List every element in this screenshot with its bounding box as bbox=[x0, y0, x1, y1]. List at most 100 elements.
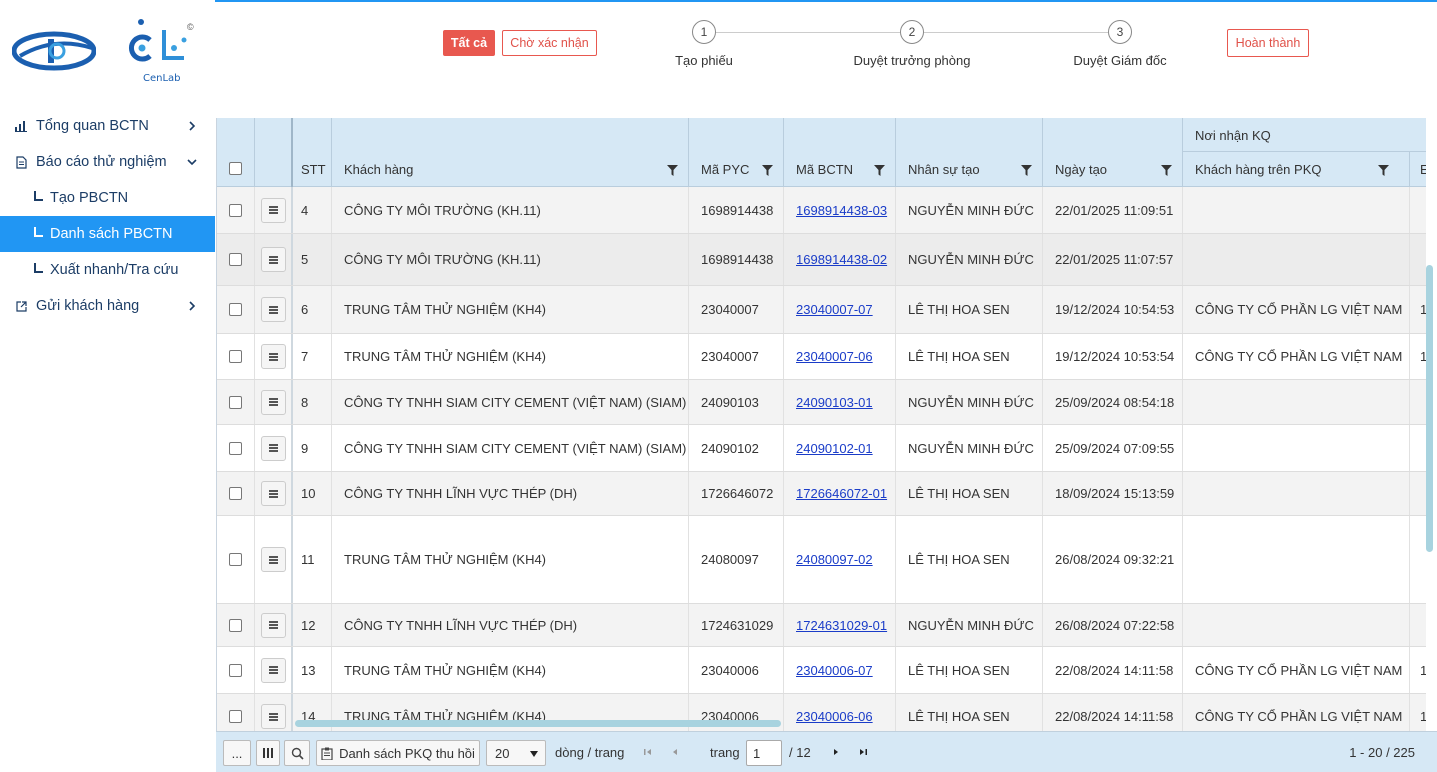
header-created-date[interactable]: Ngày tạo bbox=[1043, 118, 1183, 187]
report-code-link[interactable]: 23040007-06 bbox=[796, 349, 873, 364]
table-row[interactable]: 11 TRUNG TÂM THỬ NGHIỆM (KH4) 24080097 2408… bbox=[217, 516, 1426, 604]
cell-customer: TRUNG TÂM THỬ NGHIỆM (KH4) bbox=[332, 334, 689, 379]
filter-icon[interactable] bbox=[1378, 165, 1389, 176]
row-checkbox[interactable] bbox=[229, 487, 242, 500]
filter-icon[interactable] bbox=[762, 165, 773, 176]
row-menu-button[interactable] bbox=[261, 247, 286, 272]
report-code-link[interactable]: 24090103-01 bbox=[796, 394, 873, 410]
table-row[interactable]: 13 TRUNG TÂM THỬ NGHIỆM (KH4) 23040006 2304… bbox=[217, 647, 1426, 694]
row-checkbox[interactable] bbox=[229, 303, 242, 316]
sidebar-item-quick-export[interactable]: Xuất nhanh/Tra cứu bbox=[0, 252, 215, 288]
row-checkbox[interactable] bbox=[229, 553, 242, 566]
recall-list-button[interactable]: Danh sách PKQ thu hồi bbox=[316, 740, 480, 766]
header-customer[interactable]: Khách hàng bbox=[332, 118, 689, 187]
filter-icon[interactable] bbox=[667, 165, 678, 176]
sidebar-item-send-customer[interactable]: Gửi khách hàng bbox=[0, 288, 215, 324]
header-ma-pyc[interactable]: Mã PYC bbox=[689, 118, 784, 187]
horizontal-scrollbar[interactable] bbox=[295, 720, 781, 727]
cell-creator: LÊ THỊ HOA SEN bbox=[896, 286, 1043, 333]
cell-customer: TRUNG TÂM THỬ NGHIỆM (KH4) bbox=[332, 647, 689, 693]
stepper-connector bbox=[716, 32, 900, 33]
filter-pending-button[interactable]: Chờ xác nhận bbox=[502, 30, 597, 56]
row-menu-button[interactable] bbox=[261, 657, 286, 683]
cell-select bbox=[217, 472, 255, 515]
filter-icon[interactable] bbox=[1021, 165, 1032, 176]
row-checkbox[interactable] bbox=[229, 618, 242, 632]
first-page-button[interactable] bbox=[640, 744, 656, 760]
row-checkbox[interactable] bbox=[229, 350, 242, 363]
report-code-link[interactable]: 23040007-07 bbox=[796, 302, 873, 317]
table-row[interactable]: 10 CÔNG TY TNHH LĨNH VỰC THÉP (DH) 1726646… bbox=[217, 472, 1426, 516]
page-number-input[interactable]: 1 bbox=[746, 740, 782, 766]
sidebar-item-create-pbctn[interactable]: Tạo PBCTN bbox=[0, 180, 215, 216]
step-1-circle[interactable]: 1 bbox=[692, 20, 716, 44]
row-checkbox[interactable] bbox=[229, 441, 242, 455]
more-button[interactable]: ... bbox=[223, 740, 251, 766]
cell-creator: NGUYỄN MINH ĐỨC bbox=[896, 234, 1043, 285]
row-checkbox[interactable] bbox=[229, 395, 242, 409]
step-2-circle[interactable]: 2 bbox=[900, 20, 924, 44]
report-code-link[interactable]: 1724631029-01 bbox=[796, 617, 888, 633]
table-row[interactable]: 8 CÔNG TY TNHH SIAM CITY CEMENT (VIỆT NAM… bbox=[217, 380, 1426, 425]
copyright-mark: © bbox=[187, 22, 194, 32]
cell-stt: 9 bbox=[293, 425, 332, 471]
cell-action bbox=[255, 380, 293, 424]
header-next-partial[interactable]: E bbox=[1410, 152, 1426, 187]
vertical-scrollbar[interactable] bbox=[1426, 265, 1433, 552]
cell-next-partial bbox=[1410, 425, 1426, 471]
sidebar-item-test-reports[interactable]: Báo cáo thử nghiệm bbox=[0, 144, 215, 180]
report-code-link[interactable]: 23040006-06 bbox=[796, 709, 873, 724]
report-code-link[interactable]: 1726646072-01 bbox=[796, 486, 888, 501]
filter-done-button[interactable]: Hoàn thành bbox=[1227, 29, 1309, 57]
row-menu-button[interactable] bbox=[261, 612, 286, 638]
list-icon bbox=[269, 444, 278, 452]
sidebar-item-overview[interactable]: Tổng quan BCTN bbox=[0, 108, 215, 144]
table-row[interactable]: 4 CÔNG TY MÔI TRƯỜNG (KH.11) 1698914438 169… bbox=[217, 187, 1426, 234]
table-row[interactable]: 9 CÔNG TY TNHH SIAM CITY CEMENT (VIỆT NAM… bbox=[217, 425, 1426, 472]
header-ma-bctn[interactable]: Mã BCTN bbox=[784, 118, 896, 187]
row-menu-button[interactable] bbox=[261, 704, 286, 729]
header-stt[interactable]: STT bbox=[293, 118, 332, 187]
row-checkbox[interactable] bbox=[229, 253, 242, 266]
search-button[interactable] bbox=[284, 740, 310, 766]
row-menu-button[interactable] bbox=[261, 547, 286, 572]
filter-icon[interactable] bbox=[1161, 165, 1172, 176]
row-menu-button[interactable] bbox=[261, 344, 286, 369]
report-code-link[interactable]: 1698914438-02 bbox=[796, 252, 888, 267]
row-menu-button[interactable] bbox=[261, 297, 286, 322]
report-code-link[interactable]: 24090102-01 bbox=[796, 440, 873, 456]
table-row[interactable]: 12 CÔNG TY TNHH LĨNH VỰC THÉP (DH) 1724631… bbox=[217, 604, 1426, 647]
columns-button[interactable] bbox=[256, 740, 280, 766]
row-checkbox[interactable] bbox=[229, 203, 242, 217]
header-creator[interactable]: Nhân sự tạo bbox=[896, 118, 1043, 187]
total-pages: / 12 bbox=[789, 745, 811, 760]
row-checkbox[interactable] bbox=[229, 663, 242, 677]
table-row[interactable]: 7 TRUNG TÂM THỬ NGHIỆM (KH4) 23040007 23040… bbox=[217, 334, 1426, 380]
step-3-circle[interactable]: 3 bbox=[1108, 20, 1132, 44]
row-menu-button[interactable] bbox=[261, 435, 286, 461]
select-all-checkbox[interactable] bbox=[229, 162, 242, 175]
row-menu-button[interactable] bbox=[261, 481, 286, 506]
header-action-cell bbox=[255, 118, 293, 187]
page-size-select[interactable]: 20 bbox=[486, 740, 546, 766]
row-menu-button[interactable] bbox=[261, 197, 286, 223]
report-code-link[interactable]: 24080097-02 bbox=[796, 552, 873, 567]
sidebar-item-pbctn-list[interactable]: Danh sách PBCTN bbox=[0, 216, 215, 252]
header-customer-pkq[interactable]: Khách hàng trên PKQ bbox=[1183, 152, 1410, 187]
next-page-button[interactable] bbox=[828, 744, 844, 760]
sidebar: CenLab © Tổng quan BCTN Báo cáo thử nghi… bbox=[0, 0, 215, 772]
row-checkbox[interactable] bbox=[229, 710, 242, 723]
cell-creator: NGUYỄN MINH ĐỨC bbox=[896, 425, 1043, 471]
table-row[interactable]: 5 CÔNG TY MÔI TRƯỜNG (KH.11) 1698914438 169… bbox=[217, 234, 1426, 286]
cell-creator: NGUYỄN MINH ĐỨC bbox=[896, 187, 1043, 233]
report-code-link[interactable]: 1698914438-03 bbox=[796, 202, 888, 218]
cenlab-logo bbox=[129, 19, 187, 62]
last-page-button[interactable] bbox=[855, 744, 871, 760]
row-menu-button[interactable] bbox=[261, 389, 286, 415]
filter-all-button[interactable]: Tất cả bbox=[443, 30, 495, 56]
report-code-link[interactable]: 23040006-07 bbox=[796, 662, 873, 678]
filter-icon[interactable] bbox=[874, 165, 885, 176]
list-icon bbox=[269, 206, 278, 214]
prev-page-button[interactable] bbox=[667, 744, 683, 760]
table-row[interactable]: 6 TRUNG TÂM THỬ NGHIỆM (KH4) 23040007 23040… bbox=[217, 286, 1426, 334]
